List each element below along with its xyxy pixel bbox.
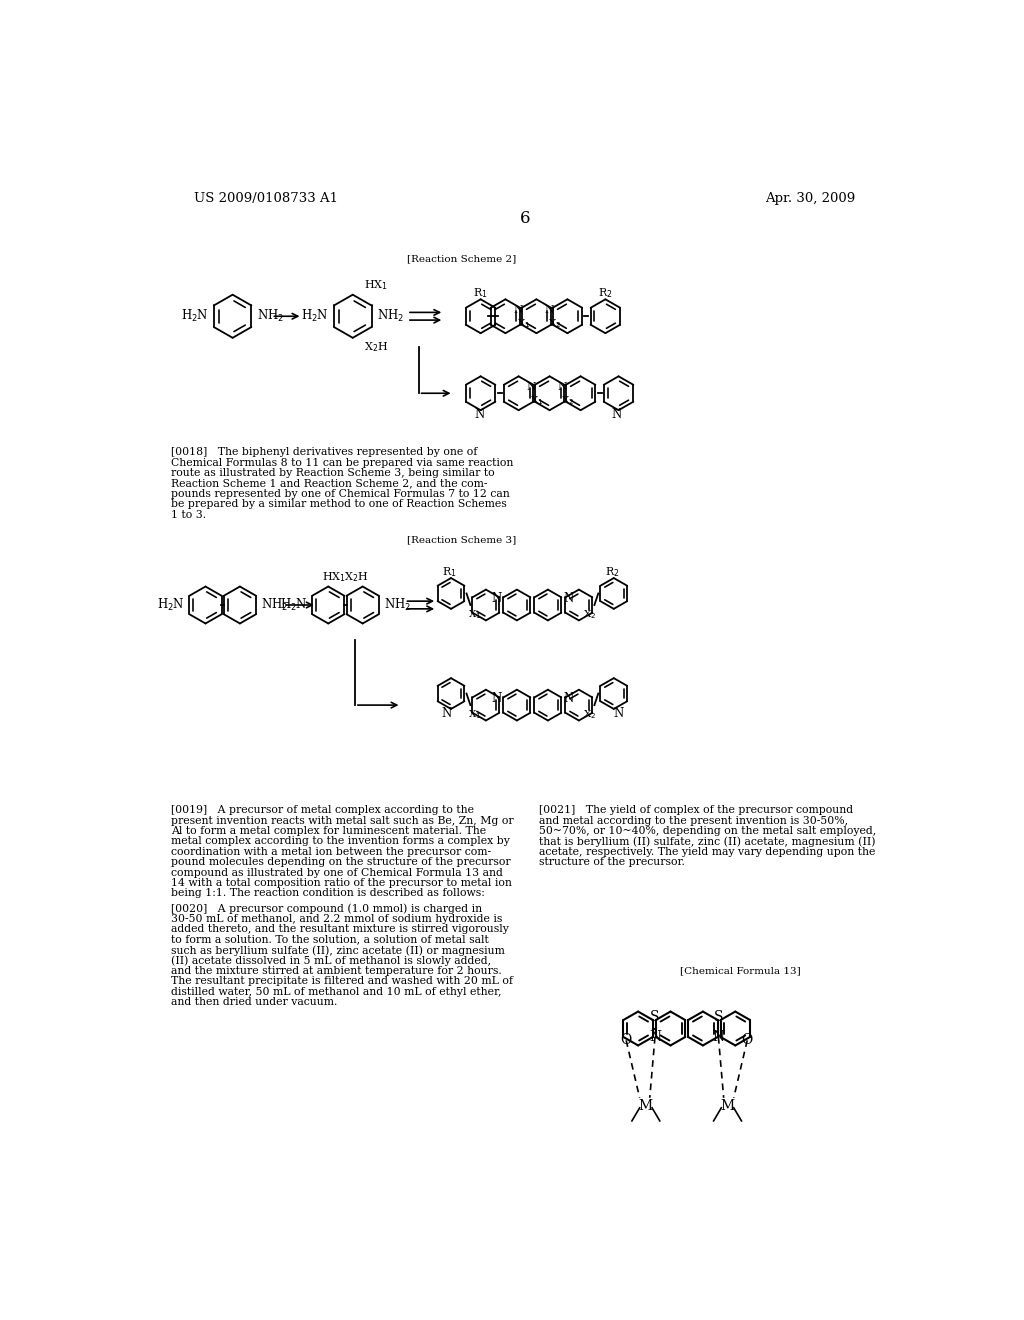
Text: X$_2$: X$_2$ [583, 607, 596, 620]
Text: N: N [558, 381, 567, 392]
Text: coordination with a metal ion between the precursor com-: coordination with a metal ion between th… [171, 847, 490, 857]
Text: present invention reacts with metal salt such as Be, Zn, Mg or: present invention reacts with metal salt… [171, 816, 513, 825]
Text: N: N [441, 708, 452, 721]
Text: to form a solution. To the solution, a solution of metal salt: to form a solution. To the solution, a s… [171, 935, 488, 945]
Text: N: N [563, 591, 573, 605]
Text: S: S [649, 1010, 659, 1023]
Text: N: N [612, 408, 623, 421]
Text: H$_2$N: H$_2$N [181, 308, 209, 325]
Text: being 1:1. The reaction condition is described as follows:: being 1:1. The reaction condition is des… [171, 888, 484, 899]
Text: added thereto, and the resultant mixture is stirred vigorously: added thereto, and the resultant mixture… [171, 924, 509, 935]
Text: 1 to 3.: 1 to 3. [171, 510, 206, 520]
Text: X$_2$H: X$_2$H [365, 341, 389, 354]
Text: M: M [639, 1098, 653, 1113]
Text: metal complex according to the invention forms a complex by: metal complex according to the invention… [171, 837, 510, 846]
Text: HX$_1$: HX$_1$ [323, 570, 346, 585]
Text: distilled water, 50 mL of methanol and 10 mL of ethyl ether,: distilled water, 50 mL of methanol and 1… [171, 986, 501, 997]
Text: The resultant precipitate is filtered and washed with 20 mL of: The resultant precipitate is filtered an… [171, 977, 513, 986]
Text: US 2009/0108733 A1: US 2009/0108733 A1 [194, 191, 338, 205]
Text: route as illustrated by Reaction Scheme 3, being similar to: route as illustrated by Reaction Scheme … [171, 469, 495, 478]
Text: 14 with a total composition ratio of the precursor to metal ion: 14 with a total composition ratio of the… [171, 878, 512, 888]
Text: N: N [545, 305, 554, 315]
Text: N: N [563, 692, 573, 705]
Text: 50~70%, or 10~40%, depending on the metal salt employed,: 50~70%, or 10~40%, depending on the meta… [539, 826, 876, 836]
Text: M: M [721, 1098, 734, 1113]
Text: Reaction Scheme 1 and Reaction Scheme 2, and the com-: Reaction Scheme 1 and Reaction Scheme 2,… [171, 478, 487, 488]
Text: compound as illustrated by one of Chemical Formula 13 and: compound as illustrated by one of Chemic… [171, 867, 503, 878]
Text: X$_1$: X$_1$ [468, 708, 481, 721]
Text: R$_2$: R$_2$ [598, 286, 612, 300]
Text: N: N [713, 1030, 724, 1044]
Text: X$_2$: X$_2$ [561, 395, 574, 408]
Text: [0021]   The yield of complex of the precursor compound: [0021] The yield of complex of the precu… [539, 805, 853, 816]
Text: N: N [613, 708, 624, 721]
Text: R$_1$: R$_1$ [473, 286, 488, 300]
Text: N: N [649, 1030, 662, 1044]
Text: and then dried under vacuum.: and then dried under vacuum. [171, 997, 337, 1007]
Text: X$_2$: X$_2$ [583, 708, 596, 721]
Text: H$_2$N: H$_2$N [157, 597, 184, 612]
Text: O: O [621, 1034, 632, 1047]
Text: [0018]   The biphenyl derivatives represented by one of: [0018] The biphenyl derivatives represen… [171, 447, 477, 457]
Text: Al to form a metal complex for luminescent material. The: Al to form a metal complex for luminesce… [171, 826, 485, 836]
Text: NH$_2$: NH$_2$ [384, 597, 411, 612]
Text: such as beryllium sulfate (II), zinc acetate (II) or magnesium: such as beryllium sulfate (II), zinc ace… [171, 945, 505, 956]
Text: O: O [741, 1034, 753, 1047]
Text: [Reaction Scheme 2]: [Reaction Scheme 2] [407, 253, 516, 263]
Text: N: N [492, 692, 502, 705]
Text: X$_2$H: X$_2$H [344, 570, 369, 585]
Text: acetate, respectively. The yield may vary depending upon the: acetate, respectively. The yield may var… [539, 847, 876, 857]
Text: NH$_2$: NH$_2$ [257, 308, 284, 325]
Text: pound molecules depending on the structure of the precursor: pound molecules depending on the structu… [171, 857, 510, 867]
Text: NH$_2$: NH$_2$ [261, 597, 288, 612]
Text: 6: 6 [519, 210, 530, 227]
Text: X$_1$: X$_1$ [529, 395, 543, 408]
Text: N: N [527, 381, 537, 392]
Text: X$_1$: X$_1$ [516, 318, 530, 330]
Text: Chemical Formulas 8 to 11 can be prepared via same reaction: Chemical Formulas 8 to 11 can be prepare… [171, 458, 513, 467]
Text: [0019]   A precursor of metal complex according to the: [0019] A precursor of metal complex acco… [171, 805, 474, 816]
Text: be prepared by a similar method to one of Reaction Schemes: be prepared by a similar method to one o… [171, 499, 507, 510]
Text: 30-50 mL of methanol, and 2.2 mmol of sodium hydroxide is: 30-50 mL of methanol, and 2.2 mmol of so… [171, 913, 502, 924]
Text: R$_2$: R$_2$ [605, 565, 620, 578]
Text: and metal according to the present invention is 30-50%,: and metal according to the present inven… [539, 816, 848, 825]
Text: S: S [715, 1010, 724, 1023]
Text: H$_2$N: H$_2$N [301, 308, 329, 325]
Text: N: N [514, 305, 523, 315]
Text: X$_2$: X$_2$ [548, 318, 561, 330]
Text: and the mixture stirred at ambient temperature for 2 hours.: and the mixture stirred at ambient tempe… [171, 966, 502, 975]
Text: pounds represented by one of Chemical Formulas 7 to 12 can: pounds represented by one of Chemical Fo… [171, 488, 509, 499]
Text: R$_1$: R$_1$ [442, 565, 457, 578]
Text: Apr. 30, 2009: Apr. 30, 2009 [765, 191, 855, 205]
Text: H$_2$N: H$_2$N [280, 597, 307, 612]
Text: N: N [492, 591, 502, 605]
Text: [Chemical Formula 13]: [Chemical Formula 13] [680, 966, 801, 975]
Text: that is beryllium (II) sulfate, zinc (II) acetate, magnesium (II): that is beryllium (II) sulfate, zinc (II… [539, 837, 876, 847]
Text: structure of the precursor.: structure of the precursor. [539, 857, 685, 867]
Text: [0020]   A precursor compound (1.0 mmol) is charged in: [0020] A precursor compound (1.0 mmol) i… [171, 903, 481, 913]
Text: (II) acetate dissolved in 5 mL of methanol is slowly added,: (II) acetate dissolved in 5 mL of methan… [171, 956, 490, 966]
Text: N: N [474, 408, 484, 421]
Text: X$_1$: X$_1$ [468, 607, 481, 620]
Text: HX$_1$: HX$_1$ [365, 279, 388, 292]
Text: [Reaction Scheme 3]: [Reaction Scheme 3] [407, 535, 516, 544]
Text: NH$_2$: NH$_2$ [377, 308, 403, 325]
